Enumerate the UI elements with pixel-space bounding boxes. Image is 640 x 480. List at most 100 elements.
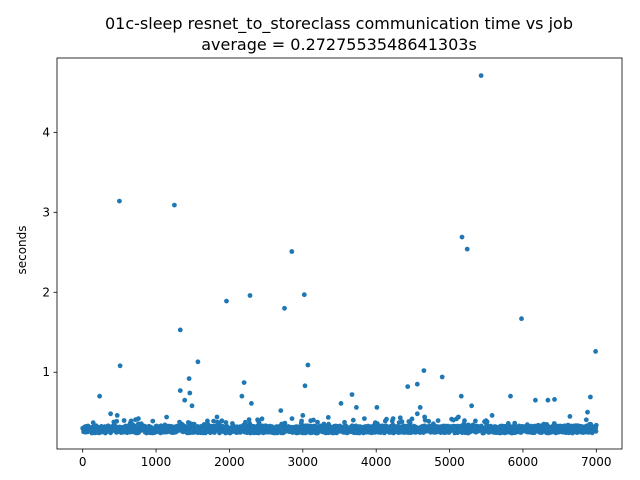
scatter-point <box>585 409 590 415</box>
scatter-point <box>397 415 403 421</box>
scatter-point <box>117 198 122 204</box>
scatter-point <box>545 397 551 403</box>
scatter-point <box>422 414 427 420</box>
scatter-point <box>223 420 229 425</box>
scatter-point <box>593 428 599 434</box>
scatter-point <box>458 393 464 399</box>
y-tick-label: 4 <box>42 125 50 139</box>
scatter-point <box>211 418 217 424</box>
scatter-point <box>249 401 254 406</box>
scatter-point <box>189 403 195 409</box>
scatter-point <box>241 380 247 385</box>
x-axis-ticks: 0 1000 2000 3000 4000 5000 6000 7000 <box>79 449 612 469</box>
scatter-point <box>414 381 420 387</box>
scatter-point <box>278 408 284 413</box>
scatter-point <box>114 413 120 418</box>
scatter-point <box>519 316 524 322</box>
scatter-point <box>473 418 478 424</box>
chart-title: 01c-sleep resnet_to_storeclass communica… <box>105 14 573 34</box>
scatter-point <box>315 419 320 425</box>
scatter-point <box>177 327 183 333</box>
scatter-point <box>97 393 102 399</box>
y-axis-ticks: 1 2 3 4 <box>42 125 57 379</box>
scatter-point <box>409 416 415 422</box>
scatter-point <box>350 417 356 423</box>
x-tick-label: 1000 <box>141 455 172 469</box>
scatter-point <box>354 405 359 410</box>
scatter-point <box>583 417 589 423</box>
chart-subtitle: average = 0.2727553548641303s <box>201 35 477 54</box>
scatter-point <box>384 416 389 422</box>
x-tick-label: 3000 <box>288 455 319 469</box>
plot-frame <box>56 57 623 450</box>
scatter-point <box>439 374 445 380</box>
scatter-point <box>300 413 306 418</box>
x-tick-label: 4000 <box>361 455 392 469</box>
scatter-point <box>459 234 465 240</box>
scatter-point <box>374 405 380 410</box>
scatter-point <box>121 418 127 423</box>
scatter-point <box>484 419 490 425</box>
y-tick-label: 3 <box>42 205 50 219</box>
scatter-point <box>195 359 201 365</box>
scatter-point <box>164 414 170 420</box>
scatter-point <box>90 420 96 426</box>
scatter-point <box>399 419 405 425</box>
y-axis-label: seconds <box>15 225 29 274</box>
scatter-point <box>593 349 598 354</box>
scatter-point <box>246 417 252 422</box>
scatter-point <box>552 397 557 402</box>
scatter-point <box>187 390 193 396</box>
scatter-point <box>256 420 262 426</box>
scatter-point <box>302 383 308 389</box>
scatter-point <box>405 384 411 389</box>
scatter-point <box>567 414 573 419</box>
scatter-point <box>435 418 441 423</box>
scatter-point <box>114 418 120 424</box>
scatter-point <box>150 418 156 424</box>
scatter-point <box>456 414 461 420</box>
scatter-point <box>407 420 413 426</box>
x-tick-label: 6000 <box>508 455 539 469</box>
scatter-point <box>136 416 141 421</box>
scatter-point <box>247 293 253 298</box>
scatter-point <box>362 416 367 421</box>
x-tick-label: 2000 <box>214 455 245 469</box>
points-layer <box>80 73 599 436</box>
scatter-point <box>128 418 134 424</box>
scatter-point <box>593 422 599 428</box>
scatter-point <box>338 401 344 406</box>
scatter-point <box>242 419 248 425</box>
scatter-point <box>289 249 295 254</box>
scatter-point <box>172 202 177 208</box>
scatter-point <box>390 416 396 421</box>
scatter-point <box>259 416 265 422</box>
scatter-point <box>431 421 436 427</box>
scatter-point <box>219 418 225 424</box>
scatter-point <box>512 420 518 426</box>
scatter-point <box>508 393 513 399</box>
scatter-point <box>349 392 355 397</box>
scatter-point <box>117 363 123 369</box>
scatter-point <box>299 418 304 424</box>
scatter-point <box>305 362 311 368</box>
x-tick-label: 7000 <box>581 455 612 469</box>
y-tick-label: 1 <box>42 365 50 379</box>
scatter-point <box>282 305 287 311</box>
x-tick-label: 5000 <box>434 455 465 469</box>
x-tick-label: 0 <box>79 455 87 469</box>
scatter-point <box>239 393 245 399</box>
scatter-point <box>533 397 538 403</box>
scatter-point <box>478 73 484 78</box>
scatter-point <box>342 419 347 425</box>
scatter-point <box>182 397 188 403</box>
scatter-point <box>224 298 229 304</box>
scatter-point <box>186 376 192 381</box>
scatter-point <box>417 405 423 410</box>
scatter-point <box>311 417 316 423</box>
scatter-point <box>469 403 474 409</box>
scatter-point <box>289 416 295 421</box>
y-tick-label: 2 <box>42 285 50 299</box>
scatter-point <box>177 388 183 393</box>
